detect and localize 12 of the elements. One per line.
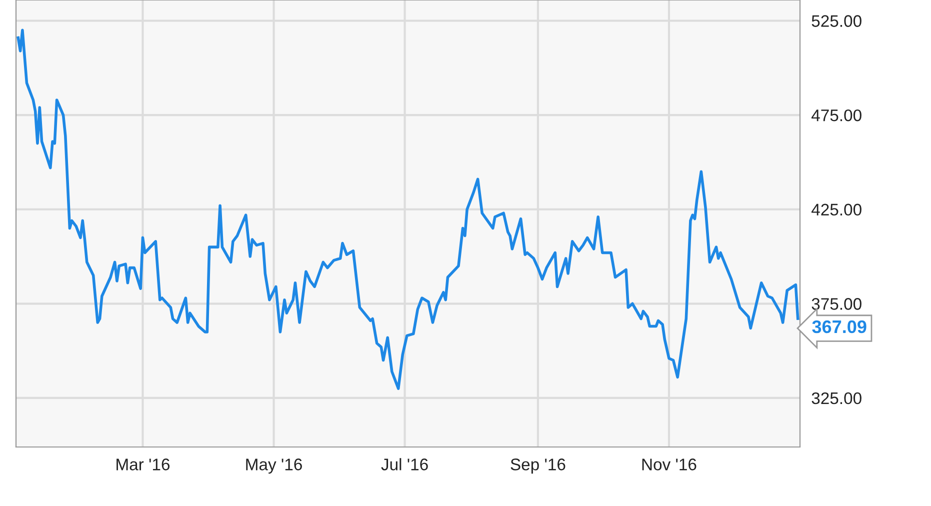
y-tick-label: 475.00 [811,109,862,122]
x-tick-label: Jul '16 [381,458,428,470]
y-tick-label: 325.00 [812,392,862,404]
x-tick-label: Mar '16 [116,458,170,470]
x-tick-label: Nov '16 [642,458,696,470]
line-series [16,28,800,390]
x-tick-label: Sep '16 [510,458,566,474]
y-tick-label: 375.00 [812,298,862,310]
y-tick-label: 425.00 [811,204,862,216]
data-label: 367.09 [812,320,866,334]
x-tick-label: May '16 [246,458,302,474]
y-tick-label: 525.00 [812,15,862,27]
